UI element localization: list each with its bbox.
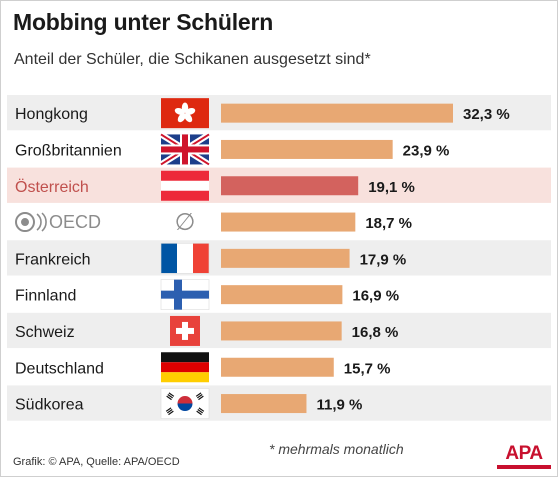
apa-logo-text: APA [505,443,543,464]
bar [221,321,342,341]
value-label: 19,1 % [368,179,415,196]
average-symbol-text: ∅ [175,208,196,236]
bar [221,176,359,196]
chart-subtitle: Anteil der Schüler, die Schikanen ausges… [14,51,371,68]
uk-flag-icon [159,131,211,167]
value-label: 23,9 % [403,142,450,159]
apa-logo: APA [495,443,553,469]
bar [221,103,453,123]
bar [221,248,350,268]
switzerland-flag-icon [170,315,200,346]
chart-title: Mobbing unter Schülern [13,9,274,35]
value-label: 16,9 % [352,288,399,305]
chart-row: Finnland 16,9 % [15,279,399,310]
finland-flag-icon [160,279,210,310]
france-flag-icon [160,243,210,274]
average-symbol-icon: ∅ [175,208,196,236]
category-label: OECD [49,212,101,232]
bar [221,212,356,232]
chart-row: Südkorea 11,9 % [7,385,551,421]
bar [221,357,334,377]
bar [221,285,343,305]
value-label: 11,9 % [316,397,362,414]
category-label: Finnland [15,288,76,305]
austria-flag-icon [161,170,209,201]
category-label: Deutschland [15,360,104,377]
category-label: Frankreich [15,251,91,268]
chart-row: Österreich 19,1 % [7,167,551,203]
value-label: 17,9 % [360,251,407,268]
south-korea-flag-icon [160,388,210,419]
category-label: Schweiz [15,324,75,341]
category-label: Hongkong [15,106,88,123]
chart-row: Deutschland 15,7 % [15,352,391,383]
bar [221,139,393,159]
footnote: * mehrmals monatlich [269,441,404,457]
value-label: 16,8 % [352,324,399,341]
chart-row: Großbritannien 23,9 % [15,131,450,167]
apa-logo-underline [497,465,551,469]
category-label: Großbritannien [15,142,122,159]
category-label: Südkorea [15,397,84,414]
hongkong-flag-icon [161,98,209,129]
bar [221,394,307,414]
oecd-logo-icon [15,212,47,233]
chart-row: Schweiz 16,8 % [7,312,551,349]
chart-row: Frankreich 17,9 % [7,240,551,276]
value-label: 18,7 % [365,215,412,232]
source-credit: Grafik: © APA, Quelle: APA/OECD [13,456,180,468]
chart-row: OECD ∅ 18,7 % [15,208,412,236]
value-label: 32,3 % [463,106,510,123]
category-label: Österreich [15,178,89,196]
value-label: 15,7 % [344,360,391,377]
chart-row: Hongkong 32,3 % [7,95,551,131]
germany-flag-icon [161,352,209,383]
bar-chart: Hongkong 32,3 % Großbritannien 23,9 % Österr… [7,95,551,421]
